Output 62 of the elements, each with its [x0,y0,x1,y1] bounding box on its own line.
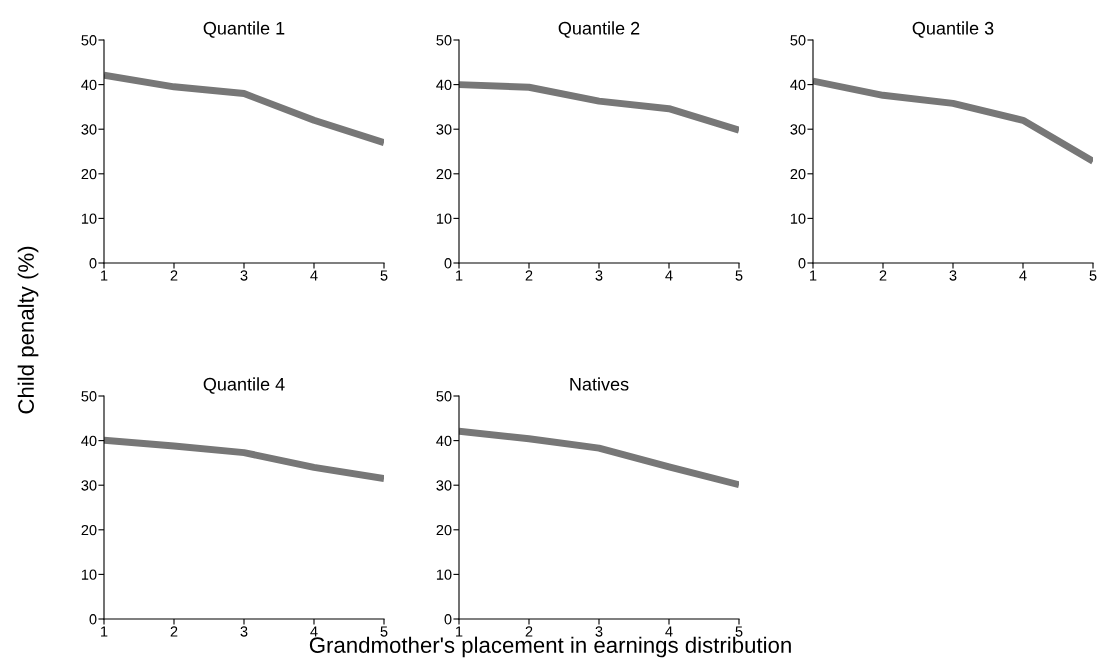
y-tick-label: 10 [790,213,806,224]
x-tick-label: 4 [310,270,318,281]
y-tick-label: 30 [790,124,806,135]
chart-title: Quantile 1 [203,21,285,38]
y-tick-label: 40 [436,435,452,447]
x-tick-label: 4 [665,270,673,281]
x-tick-label: 4 [1019,270,1027,281]
y-tick-label: 50 [436,391,452,402]
x-tick-label: 1 [810,270,817,281]
y-tick-label: 40 [81,79,97,91]
chart-title: Natives [570,377,629,391]
y-tick-label: 10 [81,213,97,224]
x-tick-label: 2 [170,626,178,637]
x-tick-label: 1 [101,626,108,637]
y-tick-label: 20 [81,168,97,180]
x-tick-label: 1 [456,270,463,281]
y-tick-label: 30 [436,480,452,491]
y-tick-label: 10 [81,569,97,580]
x-tick-label: 3 [595,270,603,281]
y-tick-label: 40 [436,79,452,91]
y-tick-label: 20 [81,524,97,536]
y-tick-label: 10 [436,569,452,580]
y-tick-label: 10 [436,213,452,224]
x-tick-label: 5 [380,270,388,281]
x-tick-label: 2 [170,270,178,281]
y-tick-label: 50 [81,391,97,402]
y-tick-label: 0 [444,258,452,269]
y-tick-label: 50 [436,35,452,46]
x-tick-label: 5 [1089,270,1097,281]
y-tick-label: 0 [444,614,452,625]
y-tick-label: 30 [81,480,97,491]
y-tick-label: 20 [436,168,452,180]
x-axis-title: Grandmother's placement in earnings distribution [309,636,791,658]
y-tick-label: 50 [81,35,97,46]
y-tick-label: 30 [436,124,452,135]
chart-title: Quantile 4 [203,377,285,394]
x-tick-label: 2 [525,626,533,637]
y-tick-label: 0 [798,258,806,269]
y-tick-label: 0 [89,614,97,625]
x-tick-label: 1 [456,626,463,637]
chart-title: Quantile 3 [912,21,994,38]
y-axis-title: Child penalty (%) [17,246,39,414]
x-tick-label: 4 [665,626,673,637]
y-tick-label: 40 [81,435,97,447]
x-tick-label: 5 [380,626,388,637]
x-tick-label: 2 [525,270,533,281]
x-tick-label: 1 [101,270,108,281]
x-tick-label: 3 [595,626,603,637]
y-tick-label: 50 [790,35,806,46]
x-tick-label: 4 [310,626,318,637]
y-tick-label: 40 [790,79,806,91]
x-tick-label: 5 [735,270,743,281]
x-tick-label: 5 [735,626,743,637]
y-tick-label: 20 [436,524,452,536]
x-tick-label: 2 [879,270,887,281]
x-tick-label: 3 [240,270,248,281]
x-tick-label: 3 [949,270,957,281]
chart-title: Quantile 2 [558,21,640,38]
y-tick-label: 20 [790,168,806,180]
x-tick-label: 3 [240,626,248,637]
y-tick-label: 0 [89,258,97,269]
y-tick-label: 30 [81,124,97,135]
